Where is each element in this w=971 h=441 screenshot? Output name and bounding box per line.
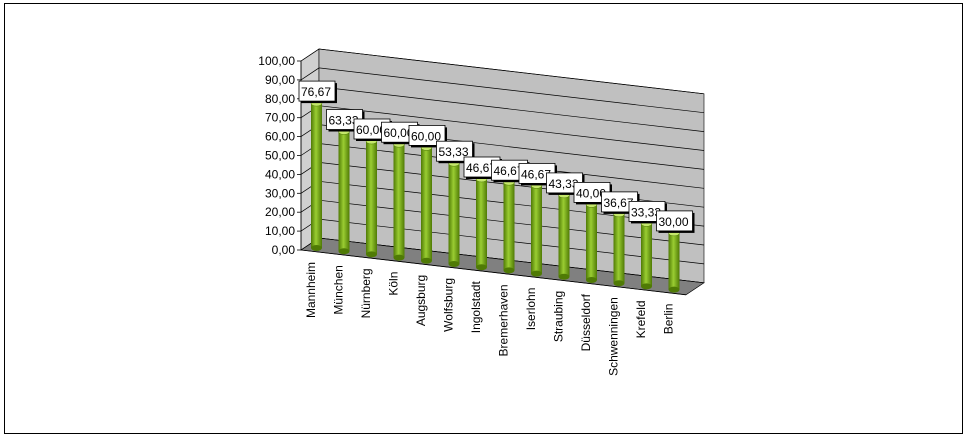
bar-body — [393, 144, 405, 258]
data-label: 36,67 — [601, 191, 640, 214]
bar-base — [448, 261, 460, 267]
x-tick-label: Krefeld — [634, 300, 648, 338]
bar-body — [558, 194, 570, 277]
data-label-text: 40,00 — [576, 186, 606, 200]
x-axis-labels: Mannheim München Nürnberg Köln Augsburg Wolfs… — [304, 262, 676, 376]
data-label-text: 46,67 — [521, 167, 551, 181]
chart-area: 0,00 10,00 20,00 30,00 40,00 50,00 60,00 70,00 8… — [4, 3, 963, 434]
data-label: 40,00 — [573, 181, 612, 205]
bar: 63,33 — [326, 109, 365, 255]
x-tick-label: Ingolstadt — [469, 281, 483, 334]
bar: 40,00 — [573, 181, 612, 283]
bar-base — [668, 286, 680, 293]
y-tick-label: 0,00 — [272, 243, 296, 257]
y-tick-label: 100,00 — [258, 54, 295, 68]
data-label-text: 76,67 — [301, 85, 331, 99]
data-label-text: 53,33 — [439, 145, 469, 159]
y-tick-label: 10,00 — [265, 224, 295, 238]
bar-body — [448, 163, 460, 264]
y-tick-label: 90,00 — [265, 73, 295, 87]
x-tick-label: Straubing — [552, 291, 566, 342]
x-tick-label: Berlin — [662, 304, 676, 335]
bar-body — [641, 223, 652, 287]
y-axis: 0,00 10,00 20,00 30,00 40,00 50,00 60,00 70,00 8… — [258, 54, 687, 296]
data-label-text: 60,00 — [384, 126, 414, 140]
bar: 60,00 — [381, 121, 420, 261]
data-label-text: 36,67 — [604, 196, 634, 210]
data-label: 30,00 — [656, 210, 695, 233]
bar-body — [421, 147, 432, 261]
data-label: 60,00 — [381, 121, 420, 145]
bar-base — [558, 273, 570, 280]
bar-base — [338, 248, 350, 255]
data-label-text: 46,67 — [466, 161, 496, 175]
bar-chart: 0,00 10,00 20,00 30,00 40,00 50,00 60,00 70,00 8… — [258, 48, 705, 376]
data-label-text: 46,67 — [494, 164, 524, 178]
y-tick-label: 40,00 — [265, 167, 295, 181]
x-tick-label: Wolfsburg — [442, 278, 456, 332]
y-tick-label: 70,00 — [265, 111, 295, 125]
bar-body — [531, 185, 542, 274]
x-axis-line — [300, 249, 687, 296]
data-label: 76,67 — [298, 80, 337, 104]
data-label-text: 30,00 — [659, 215, 689, 229]
bar-base — [531, 270, 542, 277]
bar-base — [476, 264, 487, 271]
y-tick-label: 80,00 — [265, 92, 295, 106]
data-label-text: 60,00 — [411, 129, 441, 143]
y-tick-label: 60,00 — [265, 130, 295, 144]
bar: 36,67 — [601, 191, 640, 287]
bar-body — [366, 141, 377, 255]
data-label-text: 60,00 — [356, 123, 386, 137]
bar-base — [393, 254, 405, 261]
bar-base — [421, 257, 432, 264]
bar: 46,67 — [518, 162, 557, 277]
gridline — [300, 48, 705, 95]
y-tick-label: 30,00 — [265, 186, 295, 200]
bar-body — [668, 232, 680, 290]
bar: 30,00 — [656, 210, 695, 293]
bar-base — [641, 283, 652, 290]
bar: 76,67 — [298, 80, 337, 251]
gridline — [300, 67, 705, 114]
x-tick-label: Augsburg — [414, 275, 428, 326]
y-tick-label: 50,00 — [265, 149, 295, 163]
bar-base — [311, 245, 322, 251]
y-tick-label: 20,00 — [265, 205, 295, 219]
bar-body — [338, 131, 350, 252]
bar-body — [586, 204, 597, 280]
data-label: 63,33 — [326, 109, 365, 132]
bar-base — [503, 267, 515, 274]
x-tick-label: Köln — [387, 272, 401, 296]
bar-body — [311, 103, 322, 249]
bars: 76,6763,3360,0060,0060,0053,3346,6746,67… — [298, 80, 695, 293]
data-label-text: 33,33 — [631, 205, 661, 219]
bar-base — [366, 251, 377, 258]
x-tick-label: Iserlohn — [524, 288, 538, 331]
data-label-text: 43,33 — [549, 177, 579, 191]
x-tick-label: Bremerhaven — [497, 284, 511, 356]
x-tick-label: Schwenningen — [607, 297, 621, 376]
x-tick-label: Mannheim — [304, 262, 318, 318]
bar-base — [586, 277, 597, 283]
bar-body — [503, 182, 515, 271]
data-label-text: 63,33 — [329, 114, 359, 128]
bar-base — [613, 280, 625, 287]
x-tick-label: Nürnberg — [359, 268, 373, 318]
x-tick-label: Düsseldorf — [579, 293, 593, 351]
bar-body — [613, 213, 625, 284]
x-tick-label: München — [332, 265, 346, 314]
bar-body — [476, 178, 487, 268]
